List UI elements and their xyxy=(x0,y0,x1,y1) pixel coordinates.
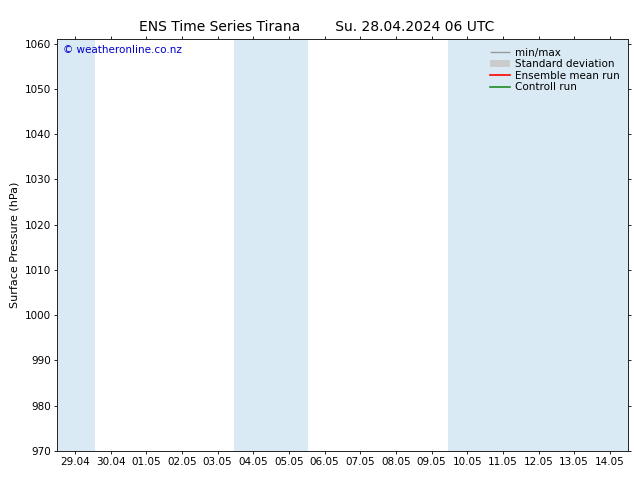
Bar xyxy=(233,39,309,451)
Bar xyxy=(448,39,522,451)
Bar xyxy=(519,39,628,451)
Bar xyxy=(57,39,94,451)
Y-axis label: Surface Pressure (hPa): Surface Pressure (hPa) xyxy=(9,182,19,308)
Legend: min/max, Standard deviation, Ensemble mean run, Controll run: min/max, Standard deviation, Ensemble me… xyxy=(486,45,623,96)
Text: ENS Time Series Tirana        Su. 28.04.2024 06 UTC: ENS Time Series Tirana Su. 28.04.2024 06… xyxy=(139,20,495,34)
Text: © weatheronline.co.nz: © weatheronline.co.nz xyxy=(63,46,181,55)
